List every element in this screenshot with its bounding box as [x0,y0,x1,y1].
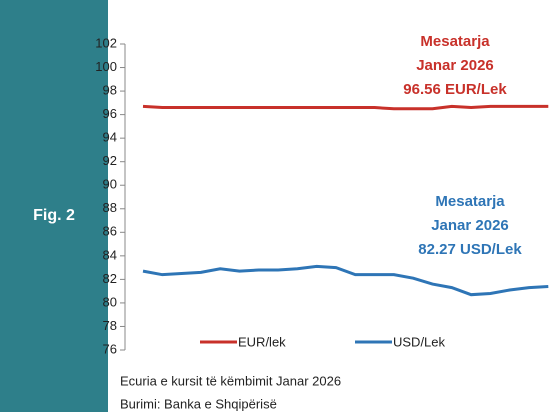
y-tick-label: 98 [103,83,117,98]
y-tick-label: 94 [103,130,117,145]
y-tick-label: 88 [103,200,117,215]
annotation: Mesatarja [435,193,505,210]
y-tick-label: 90 [103,177,117,192]
y-tick-label: 100 [95,59,117,74]
side-bar [0,0,108,412]
series-line [142,264,549,297]
y-tick-label: 102 [95,35,117,50]
annotation: 96.56 EUR/Lek [403,81,507,98]
series-line [142,104,549,111]
y-tick-label: 86 [103,224,117,239]
annotation: Janar 2026 [431,217,509,234]
source: Burimi: Banka e Shqipërisë [120,396,277,411]
legend-label: EUR/lek [238,334,286,349]
y-tick-label: 96 [103,106,117,121]
annotation: Janar 2026 [416,57,494,74]
y-tick-label: 80 [103,294,117,309]
y-tick-label: 92 [103,153,117,168]
side-label: Fig. 2 [33,207,75,224]
legend-label: USD/Lek [393,334,446,349]
y-tick-label: 76 [103,341,117,356]
y-tick-label: 78 [103,318,117,333]
caption: Ecuria e kursit të këmbimit Janar 2026 [120,373,341,388]
annotation: 82.27 USD/Lek [418,241,522,258]
y-tick-label: 84 [103,247,117,262]
y-tick-label: 82 [103,271,117,286]
annotation: Mesatarja [420,33,490,50]
